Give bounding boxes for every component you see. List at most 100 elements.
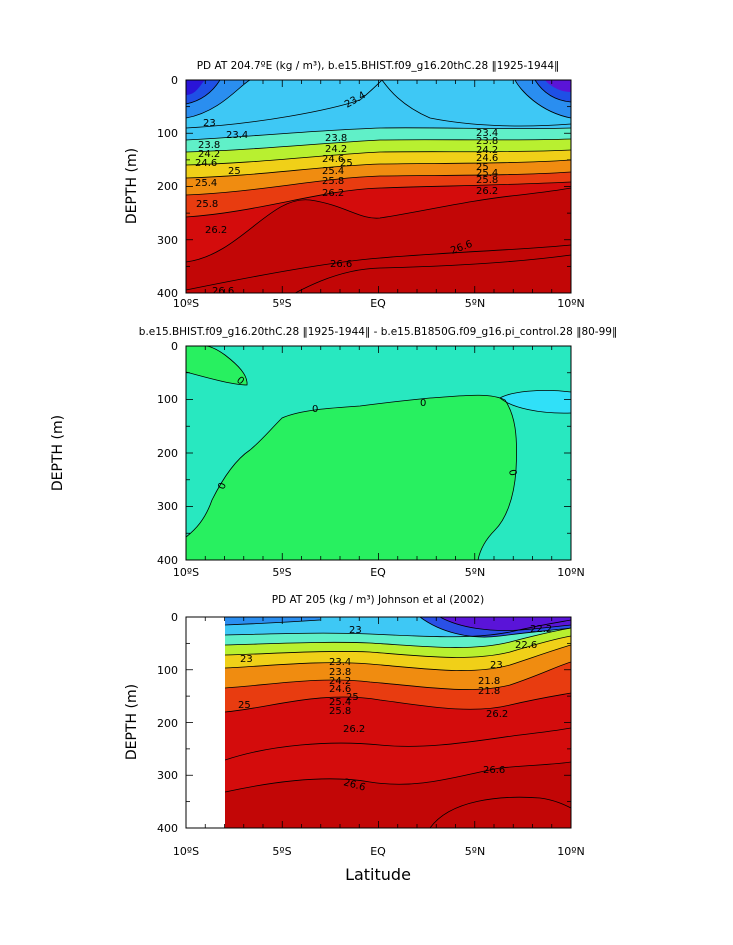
p2-region-upper-left (186, 346, 248, 385)
p1-label-23-8: 23.8 (198, 140, 220, 151)
p2-label-b: 0 (312, 404, 318, 415)
panel-1-ylabel: DEPTH (m) (124, 148, 140, 224)
p2-label-a: 0 (234, 375, 246, 388)
p3-label-23-4: 23.4 (329, 657, 351, 668)
p1-label-24-2-r: 24.2 (476, 145, 498, 156)
p1-xtick-10n: 10ºN (557, 297, 584, 310)
p1-label-25-4-mid: 25.4 (322, 166, 344, 177)
p3-label-23-8: 23.8 (329, 667, 351, 678)
p3-label-25-8: 25.8 (329, 706, 351, 717)
p3-xtick-10n: 10ºN (557, 845, 584, 858)
p1-contour-labels: 23 23.4 23.8 24.2 24.6 25 25.4 25.8 26.2… (195, 90, 498, 297)
p3-ytick-400: 400 (157, 822, 178, 835)
p1-label-26-6: 26.6 (330, 259, 352, 270)
p1-xtick-10s: 10ºS (173, 297, 199, 310)
p1-label-24-6: 24.6 (195, 158, 217, 169)
p1-band-22-2 (186, 80, 205, 95)
p3-ytick-100: 100 (157, 664, 178, 677)
p3-xtick-5n: 5ºN (465, 845, 485, 858)
panel-1-y-ticks: 0 100 200 300 400 (157, 74, 178, 300)
p1-label-24-6-r: 24.6 (476, 153, 498, 164)
p3-label-24-6: 24.6 (329, 684, 351, 695)
p1-ytick-400: 400 (157, 287, 178, 300)
p2-region-deep (186, 395, 517, 560)
panel-3-fill: 22.2 22.6 23 23 23 23.4 23.8 24.2 24.6 2… (225, 617, 571, 828)
panel-2-y-ticks: 0 100 200 300 400 (157, 340, 178, 567)
p3-label-21-8-a: 21.8 (478, 676, 500, 687)
p1-label-25-8-mid: 25.8 (322, 176, 344, 187)
p3-band-23 (225, 617, 320, 625)
p1-label-25-r: 25 (476, 162, 489, 173)
p1-label-23: 23 (203, 118, 216, 129)
p3-ytick-0: 0 (171, 611, 178, 624)
p1-label-25-4: 25.4 (195, 178, 217, 189)
panel-3: PD AT 205 (kg / m³) Johnson et al (2002) (124, 594, 585, 884)
p3-label-26-6-a: 26.6 (483, 765, 505, 776)
panel-1-x-ticks: 10ºS 5ºS EQ 5ºN 10ºN (173, 297, 585, 310)
p1-label-24-6-mid: 24.6 (322, 154, 344, 165)
p3-label-25-4: 25.4 (329, 697, 351, 708)
p3-label-21-8-b: 21.8 (478, 686, 500, 697)
p1-label-25-4-r: 25.4 (476, 168, 498, 179)
panel-1-fill: 23 23.4 23.8 24.2 24.6 25 25.4 25.8 26.2… (186, 80, 571, 297)
p3-ytick-300: 300 (157, 769, 178, 782)
p3-xtick-5s: 5ºS (272, 845, 291, 858)
p1-label-23-4: 23.4 (226, 130, 248, 141)
p3-label-26-2-a: 26.2 (343, 724, 365, 735)
p1-label-26-2-mid: 26.2 (322, 188, 344, 199)
p3-xtick-10s: 10ºS (173, 845, 199, 858)
panel-3-y-ticks: 0 100 200 300 400 (157, 611, 178, 835)
p2-contour-labels: 0 0 0 0 0 (216, 375, 518, 491)
panel-1: PD AT 204.7ºE (kg / m³), b.e15.BHIST.f09… (124, 60, 585, 310)
panel-2-title: b.e15.BHIST.f09_g16.20thC.28 ‖1925-1944‖… (139, 326, 617, 338)
p1-xtick-5n: 5ºN (465, 297, 485, 310)
p2-ytick-0: 0 (171, 340, 178, 353)
p1-label-26-6-bot: 26.6 (212, 286, 234, 297)
panel-3-x-ticks: 10ºS 5ºS EQ 5ºN 10ºN (173, 845, 585, 858)
panel-2-x-ticks: 10ºS 5ºS EQ 5ºN 10ºN (173, 566, 585, 579)
x-axis-label: Latitude (345, 865, 411, 884)
p3-label-25-a: 25 (238, 700, 251, 711)
p1-ytick-100: 100 (157, 127, 178, 140)
p3-label-22-6: 22.6 (515, 640, 537, 651)
panel-2: b.e15.BHIST.f09_g16.20thC.28 ‖1925-1944‖… (50, 326, 617, 579)
p3-label-23-a: 23 (349, 625, 362, 636)
p3-label-26-2-b: 26.2 (486, 709, 508, 720)
p2-ytick-200: 200 (157, 447, 178, 460)
p1-label-26-2-r: 26.2 (476, 186, 498, 197)
p3-label-22-2: 22.2 (530, 624, 552, 635)
panel-2-fill: 0 0 0 0 0 (186, 346, 571, 560)
p2-ytick-100: 100 (157, 393, 178, 406)
p2-label-c: 0 (420, 398, 426, 409)
p2-label-e: 0 (506, 469, 518, 477)
p2-ytick-400: 400 (157, 554, 178, 567)
p1-xtick-5s: 5ºS (272, 297, 291, 310)
p3-xtick-eq: EQ (370, 845, 386, 858)
p2-xtick-10s: 10ºS (173, 566, 199, 579)
p3-label-23-b: 23 (240, 654, 253, 665)
p2-xtick-5n: 5ºN (465, 566, 485, 579)
p3-label-25-b: 25 (346, 692, 359, 703)
p3-label-24-2: 24.2 (329, 676, 351, 687)
p1-label-25-8-r: 25.8 (476, 175, 498, 186)
p2-ytick-300: 300 (157, 500, 178, 513)
p1-ytick-300: 300 (157, 234, 178, 247)
p1-label-23-4-r: 23.4 (476, 128, 498, 139)
p3-band-22-2 (440, 617, 571, 631)
p1-band-23-8 (186, 80, 571, 140)
p2-xtick-5s: 5ºS (272, 566, 291, 579)
p3-label-23-c: 23 (490, 660, 503, 671)
p2-label-d: 0 (216, 481, 229, 491)
p1-label-24-2-mid: 24.2 (325, 144, 347, 155)
panel-1-title: PD AT 204.7ºE (kg / m³), b.e15.BHIST.f09… (197, 60, 560, 72)
tick-marks (185, 79, 572, 829)
panel-2-ylabel: DEPTH (m) (50, 415, 66, 491)
p2-xtick-eq: EQ (370, 566, 386, 579)
p1-ytick-200: 200 (157, 180, 178, 193)
p2-contours (186, 346, 571, 560)
p1-label-23-8-r: 23.8 (476, 136, 498, 147)
p1-xtick-eq: EQ (370, 297, 386, 310)
panel-3-ylabel: DEPTH (m) (124, 684, 140, 760)
p1-ytick-0: 0 (171, 74, 178, 87)
